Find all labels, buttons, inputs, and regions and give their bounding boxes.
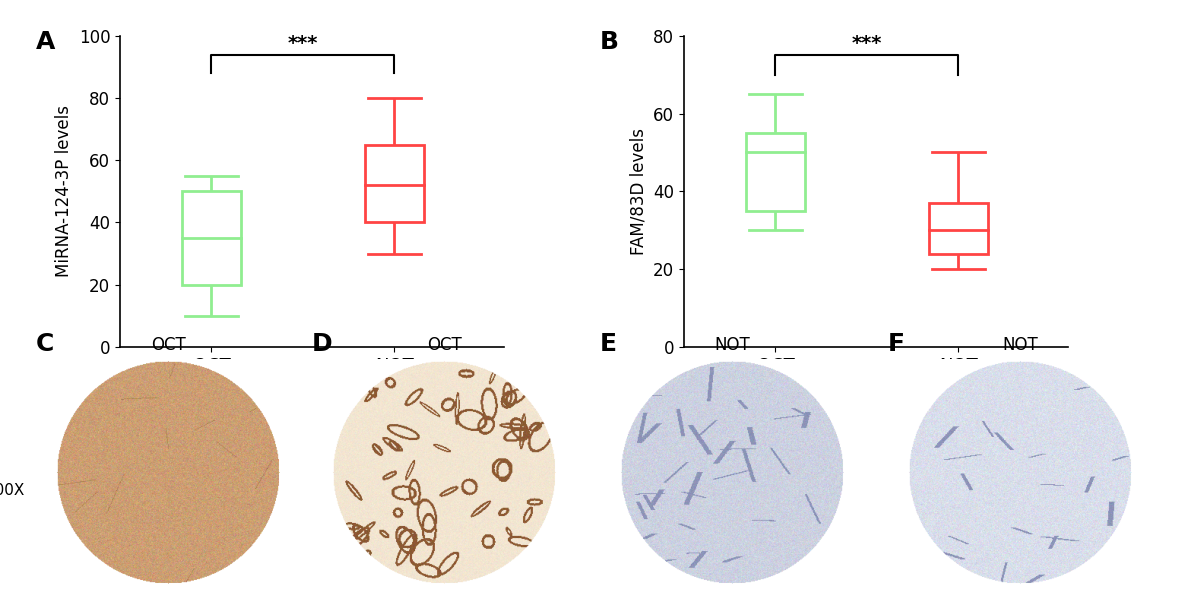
FancyBboxPatch shape: [746, 133, 805, 210]
Text: ***: ***: [852, 34, 882, 53]
FancyBboxPatch shape: [365, 145, 424, 222]
Text: B: B: [600, 30, 618, 54]
Text: F: F: [888, 331, 905, 356]
Text: ***: ***: [288, 34, 318, 53]
Text: NOT: NOT: [714, 336, 750, 354]
Text: E: E: [600, 331, 617, 356]
Text: A: A: [36, 30, 55, 54]
Text: OCT: OCT: [151, 336, 185, 354]
Y-axis label: FAM/83D levels: FAM/83D levels: [630, 128, 648, 255]
Y-axis label: MiRNA-124-3P levels: MiRNA-124-3P levels: [55, 105, 73, 277]
FancyBboxPatch shape: [929, 203, 988, 254]
Text: OCT: OCT: [427, 336, 461, 354]
Text: 200X: 200X: [0, 483, 25, 498]
Text: NOT: NOT: [1002, 336, 1038, 354]
FancyBboxPatch shape: [182, 191, 241, 285]
Text: C: C: [36, 331, 54, 356]
Text: D: D: [312, 331, 332, 356]
